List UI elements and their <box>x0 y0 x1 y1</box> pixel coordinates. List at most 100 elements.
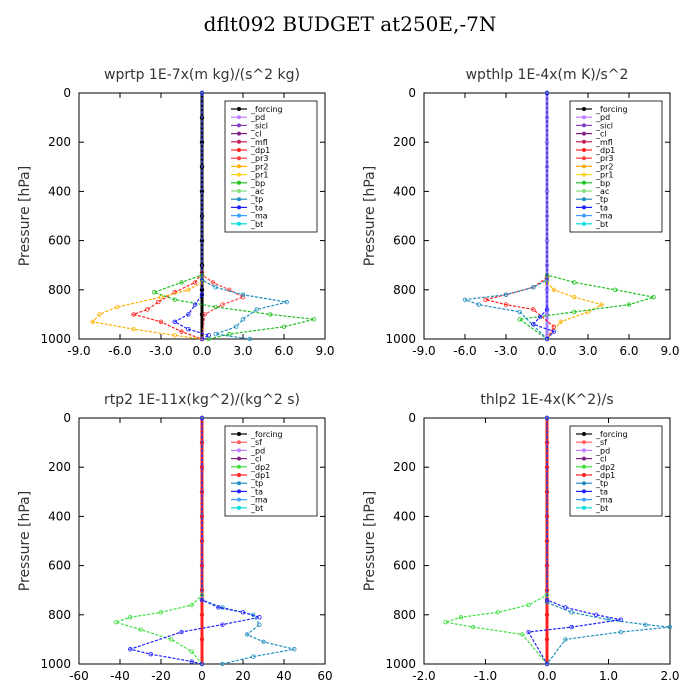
panel-1-series-bp <box>518 93 654 340</box>
panel-1-legend-label: _bp <box>595 179 610 188</box>
panel-0-series-point <box>115 304 120 310</box>
panel-2-legend-marker <box>237 505 241 510</box>
panel-2-series-point <box>240 610 246 615</box>
panel-2-legend-marker <box>237 432 241 436</box>
panel-1-series-point <box>551 329 557 334</box>
panel-0-legend-marker <box>237 221 241 226</box>
panel-1-series-point <box>517 309 522 315</box>
panel-3-series-point <box>495 610 500 615</box>
panel-0-legend-label: _sicl <box>250 121 268 130</box>
panel-3-legend-marker <box>582 473 586 477</box>
panel-0-series-point <box>172 319 177 324</box>
panel-1-legend-label: _pd <box>595 113 610 122</box>
panel-2-legend-label: _ma <box>250 496 268 505</box>
panel-1-series-point <box>531 285 536 290</box>
panel-2-legend <box>224 425 318 517</box>
panel-3-series-point <box>544 600 550 605</box>
panel-0-series-point <box>186 326 191 332</box>
panel-2-series-point <box>257 615 262 620</box>
panel-1-legend-label: _pr2 <box>595 162 613 171</box>
panel-0-series-point <box>192 280 198 285</box>
panel-3-legend-label: _ma <box>595 496 613 505</box>
panel-2-series-point <box>189 659 194 664</box>
panel-3-legend-label: _dp1 <box>595 471 615 480</box>
panel-1-legend-marker <box>582 221 586 226</box>
panel-1-xtick-label: 0.0 <box>537 344 556 358</box>
panel-3-ytick-label: 0 <box>408 411 416 425</box>
panel-0-series-dp1 <box>131 93 203 340</box>
panel-2-series-point <box>251 654 256 659</box>
panel-1-legend-marker <box>582 131 586 136</box>
panel-1-ylabel: Pressure [hPa] <box>362 166 378 266</box>
panel-1-series-point <box>503 292 509 297</box>
panel-2-legend-label: _pd <box>250 446 265 455</box>
panel-2-legend-marker <box>237 440 241 445</box>
panel-0-series-point <box>213 331 218 337</box>
panel-3-legend-label: _pd <box>595 446 610 455</box>
panel-0-legend-marker <box>237 164 241 169</box>
panel-3-legend-marker <box>582 481 586 486</box>
panel-0-series-point <box>199 336 205 342</box>
panel-0-legend-marker <box>237 115 241 120</box>
panel-1-legend-label: _ta <box>595 203 608 212</box>
panel-3-series-point <box>544 661 550 667</box>
panel-3-series-point <box>544 637 550 642</box>
panel-3-series-point <box>563 637 568 642</box>
panel-1-legend-label: _sicl <box>595 121 613 130</box>
panel-3-legend-marker <box>582 448 586 453</box>
panel-1-legend-label: _forcing <box>595 105 628 114</box>
panel-2-legend-label: _ta <box>250 487 263 496</box>
panel-1-series-point <box>558 319 563 324</box>
panel-0-ytick-label: 400 <box>48 184 71 198</box>
panel-0-series-point <box>202 312 207 317</box>
panel-0-series-point <box>192 302 198 307</box>
panel-0-series-point <box>158 294 164 300</box>
panel-0-series-point <box>172 290 177 295</box>
panel-3-xtick-label: 0.0 <box>537 669 556 683</box>
panel-0-xtick-label: 3.0 <box>233 344 252 358</box>
panel-3-ytick-label: 200 <box>393 460 416 474</box>
panel-1-title: wpthlp 1E-4x(m K)/s^2 <box>466 67 629 83</box>
panel-1-ytick-label: 600 <box>393 234 416 248</box>
panel-0-ytick-label: 1000 <box>40 332 71 346</box>
panel-1-legend-marker <box>582 189 586 193</box>
panel-0-ytick-label: 600 <box>48 234 71 248</box>
panel-0-series-point <box>220 302 225 307</box>
panel-0-series-point <box>186 312 191 317</box>
panel-1-series-point <box>531 322 536 327</box>
panel-2-series-point <box>251 612 256 617</box>
panel-0-series-point <box>210 280 216 285</box>
panel-1-series-point <box>626 302 632 307</box>
panel-1-series-point <box>651 294 656 300</box>
panel-2-xtick-label: -40 <box>110 669 130 683</box>
panel-2-series-point <box>179 629 184 635</box>
panel-2-series-ta <box>128 418 260 665</box>
panel-0-ytick-label: 800 <box>48 283 71 297</box>
panel-2-series-point <box>216 605 221 610</box>
panel-0-series-point <box>213 304 218 310</box>
panel-1-series-dp1 <box>485 93 555 340</box>
panel-1-legend-marker <box>582 123 586 128</box>
panel-3-legend-label: _forcing <box>595 430 628 439</box>
panel-1-series-point <box>551 324 557 329</box>
panel-0-legend-label: _bt <box>250 220 263 229</box>
panel-2-series-point <box>199 592 205 598</box>
panel-0-legend-marker <box>237 148 241 152</box>
panel-3-series-point <box>544 597 550 603</box>
panel-1-legend-marker <box>582 164 586 169</box>
panel-1-legend-marker <box>582 205 586 210</box>
panel-2-series-point <box>189 649 194 654</box>
panel-1-series-point <box>544 90 550 96</box>
panel-2-legend-label: _cl <box>250 455 262 464</box>
panel-2-legend-label: _dp2 <box>250 463 270 472</box>
panel-2-legend-marker <box>237 464 241 469</box>
panel-2-series-point <box>199 538 205 544</box>
panel-0-legend-marker <box>237 156 241 161</box>
panel-0-series-point <box>281 324 287 329</box>
figure-title: dflt092 BUDGET at250E,-7N <box>203 12 497 36</box>
panel-3-xtick-label: 1.0 <box>599 669 618 683</box>
panel-0-series-point <box>213 285 218 290</box>
panel-0-title: wprtp 1E-7x(m kg)/(s^2 kg) <box>104 67 300 83</box>
panel-0-legend-marker <box>237 123 241 128</box>
panel-1-legend-label: _bt <box>595 220 608 229</box>
